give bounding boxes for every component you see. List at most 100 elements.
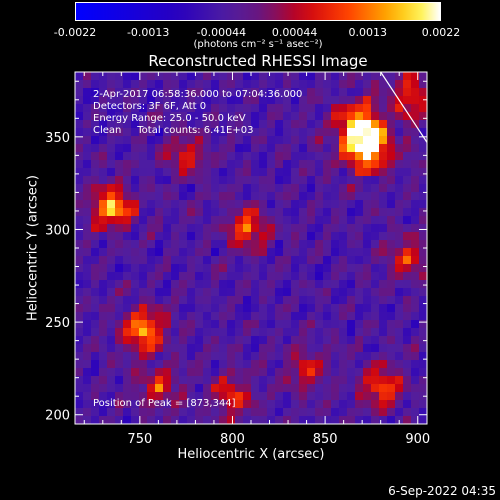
image-pixel: [387, 160, 396, 169]
image-pixel: [267, 144, 276, 153]
image-pixel: [75, 376, 84, 385]
image-pixel: [195, 392, 204, 401]
image-pixel: [171, 256, 180, 265]
image-pixel: [139, 280, 148, 289]
image-pixel: [419, 248, 427, 257]
image-pixel: [411, 128, 420, 137]
image-pixel: [227, 120, 236, 129]
image-pixel: [139, 224, 148, 233]
image-pixel: [115, 408, 124, 417]
image-pixel: [139, 160, 148, 169]
image-pixel: [75, 96, 84, 105]
image-pixel: [331, 184, 340, 193]
image-pixel: [187, 160, 196, 169]
image-pixel: [139, 216, 148, 225]
image-pixel: [219, 352, 228, 361]
image-pixel: [115, 160, 124, 169]
image-pixel: [275, 72, 284, 81]
image-pixel: [363, 376, 372, 385]
image-pixel: [131, 312, 140, 321]
image-pixel: [139, 416, 148, 424]
image-pixel: [211, 208, 220, 217]
image-pixel: [227, 152, 236, 161]
image-pixel: [331, 72, 340, 81]
image-pixel: [187, 416, 196, 424]
image-pixel: [259, 72, 268, 81]
image-pixel: [387, 152, 396, 161]
image-pixel: [283, 368, 292, 377]
image-pixel: [251, 312, 260, 321]
image-pixel: [299, 160, 308, 169]
image-pixel: [267, 368, 276, 377]
image-pixel: [419, 104, 427, 113]
image-pixel: [339, 208, 348, 217]
image-pixel: [411, 400, 420, 409]
image-pixel: [355, 312, 364, 321]
image-pixel: [323, 408, 332, 417]
image-pixel: [379, 128, 388, 137]
image-pixel: [291, 176, 300, 185]
image-pixel: [243, 136, 252, 145]
image-pixel: [299, 248, 308, 257]
image-pixel: [371, 80, 380, 89]
image-pixel: [115, 320, 124, 329]
image-pixel: [395, 128, 404, 137]
image-pixel: [147, 392, 156, 401]
image-pixel: [363, 336, 372, 345]
image-pixel: [243, 88, 252, 97]
image-pixel: [347, 400, 356, 409]
image-pixel: [323, 88, 332, 97]
image-pixel: [91, 368, 100, 377]
image-pixel: [155, 112, 164, 121]
image-pixel: [291, 144, 300, 153]
image-pixel: [107, 288, 116, 297]
image-pixel: [323, 160, 332, 169]
image-pixel: [139, 272, 148, 281]
image-pixel: [147, 368, 156, 377]
image-pixel: [283, 312, 292, 321]
image-pixel: [419, 216, 427, 225]
image-pixel: [331, 376, 340, 385]
image-pixel: [187, 264, 196, 273]
image-pixel: [267, 360, 276, 369]
image-pixel: [147, 144, 156, 153]
image-pixel: [131, 200, 140, 209]
image-pixel: [283, 216, 292, 225]
image-pixel: [331, 176, 340, 185]
image-pixel: [163, 232, 172, 241]
image-pixel: [371, 376, 380, 385]
image-pixel: [179, 368, 188, 377]
image-pixel: [235, 312, 244, 321]
image-pixel: [419, 376, 427, 385]
image-pixel: [243, 360, 252, 369]
image-pixel: [291, 232, 300, 241]
image-pixel: [339, 224, 348, 233]
image-pixel: [219, 184, 228, 193]
image-pixel: [299, 264, 308, 273]
image-pixel: [299, 104, 308, 113]
image-pixel: [371, 184, 380, 193]
image-pixel: [275, 288, 284, 297]
image-pixel: [355, 112, 364, 121]
image-pixel: [139, 360, 148, 369]
image-pixel: [227, 376, 236, 385]
image-pixel: [219, 88, 228, 97]
image-pixel: [283, 88, 292, 97]
image-pixel: [267, 248, 276, 257]
image-pixel: [99, 360, 108, 369]
image-pixel: [387, 168, 396, 177]
image-pixel: [179, 72, 188, 81]
image-pixel: [347, 216, 356, 225]
image-pixel: [219, 80, 228, 89]
image-pixel: [139, 368, 148, 377]
image-pixel: [307, 88, 316, 97]
image-pixel: [347, 248, 356, 257]
image-pixel: [203, 280, 212, 289]
image-pixel: [419, 200, 427, 209]
image-pixel: [195, 264, 204, 273]
image-pixel: [171, 104, 180, 113]
image-pixel: [331, 192, 340, 201]
image-pixel: [115, 296, 124, 305]
image-pixel: [267, 408, 276, 417]
image-pixel: [171, 336, 180, 345]
